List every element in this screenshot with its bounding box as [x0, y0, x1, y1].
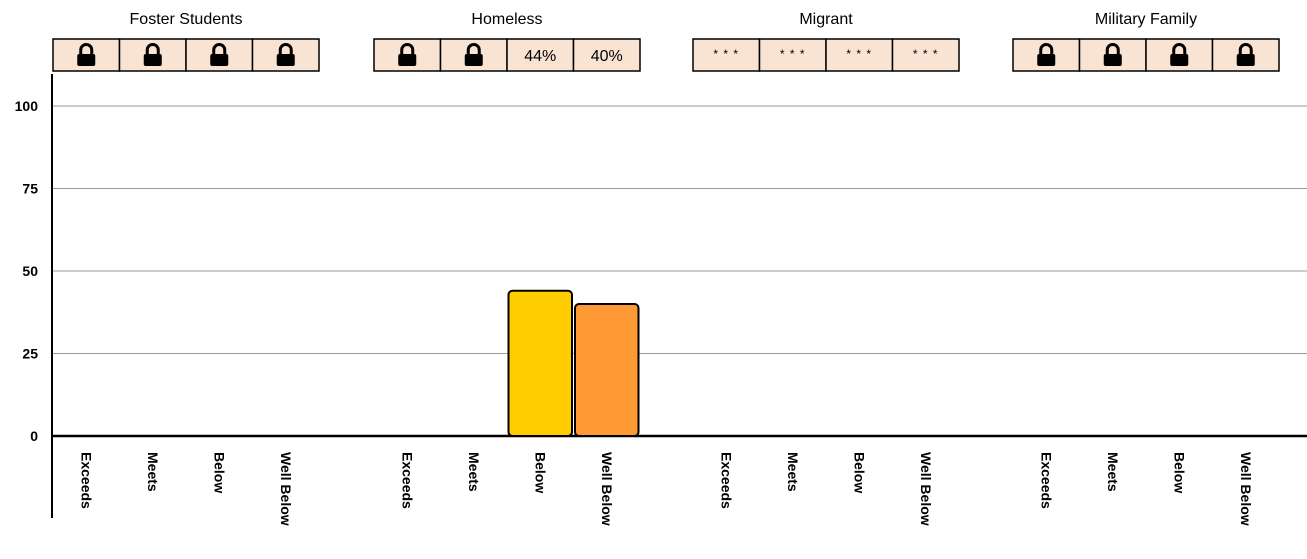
category-label: Well Below [599, 452, 615, 526]
padlock-icon [1236, 43, 1255, 66]
y-tick-label: 50 [22, 263, 38, 279]
bar-well-below [574, 303, 640, 437]
category-label: Meets [1105, 452, 1121, 492]
value-cell [572, 38, 641, 72]
padlock-icon [464, 43, 483, 66]
category-labels: Exceeds Meets Below Well Below Exceeds Meets B… [78, 452, 1254, 526]
category-label: Below [532, 452, 548, 493]
padlock-icon [398, 43, 417, 66]
group-title: Homeless [471, 11, 542, 28]
group-title: Military Family [1095, 11, 1197, 28]
suppressed-value: * * * [846, 47, 872, 61]
group-title: Foster Students [130, 11, 243, 28]
value-cell [891, 38, 960, 72]
padlock-icon [77, 43, 96, 66]
y-tick-label: 75 [22, 181, 38, 197]
bars [507, 289, 640, 437]
suppressed-value: * * * [780, 47, 806, 61]
padlock-icon [143, 43, 162, 66]
category-label: Below [1171, 452, 1187, 493]
value-cell [825, 38, 894, 72]
y-tick-label: 100 [15, 98, 39, 114]
suppressed-value: * * * [913, 47, 939, 61]
category-label: Exceeds [1038, 452, 1054, 509]
category-label: Meets [785, 452, 801, 492]
percent-value: 44% [524, 48, 556, 65]
category-label: Well Below [278, 452, 294, 526]
axes: 0 25 50 75 100 [15, 74, 1307, 518]
value-cell [758, 38, 827, 72]
category-label: Exceeds [399, 452, 415, 509]
y-tick-label: 0 [30, 428, 38, 444]
category-label: Meets [466, 452, 482, 492]
group-title: Migrant [799, 11, 853, 28]
category-label: Below [211, 452, 227, 493]
category-label: Exceeds [78, 452, 94, 509]
grid-lines [52, 105, 1307, 354]
padlock-icon [1170, 43, 1189, 66]
value-cell [506, 38, 575, 72]
padlock-icon [210, 43, 229, 66]
suppressed-value: * * * [713, 47, 739, 61]
group-headers: Foster Students Homeless 44% 40% Migrant * * … [52, 11, 1280, 72]
y-tick-label: 25 [22, 346, 38, 362]
category-label: Well Below [918, 452, 934, 526]
padlock-icon [276, 43, 295, 66]
padlock-icon [1103, 43, 1122, 66]
category-label: Well Below [1238, 452, 1254, 526]
padlock-icon [1037, 43, 1056, 66]
percent-value: 40% [591, 48, 623, 65]
bar-below [507, 289, 573, 437]
category-label: Below [851, 452, 867, 493]
category-label: Meets [145, 452, 161, 492]
category-label: Exceeds [718, 452, 734, 509]
value-cell [692, 38, 761, 72]
